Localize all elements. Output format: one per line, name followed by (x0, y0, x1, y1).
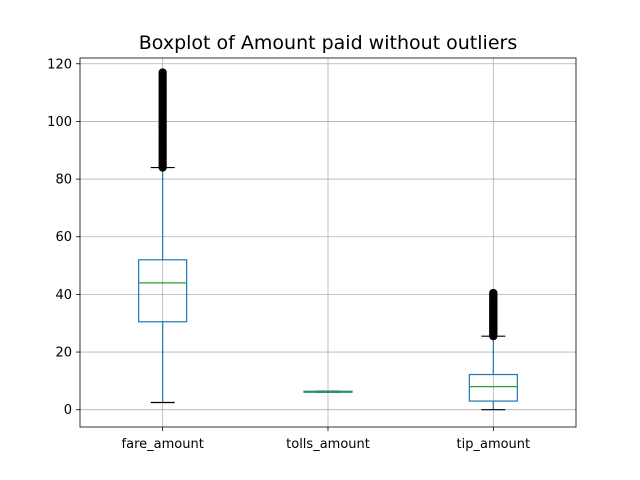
x-tick-label: tip_amount (457, 437, 531, 452)
y-tick-label: 60 (55, 230, 72, 245)
y-tick-label: 100 (47, 115, 72, 130)
y-tick-label: 40 (55, 288, 72, 303)
y-tick-label: 20 (55, 346, 72, 361)
x-tick-label: tolls_amount (286, 437, 370, 452)
y-tick-label: 80 (55, 173, 72, 188)
iqr-box (468, 373, 518, 402)
outlier-point (489, 288, 498, 298)
box-tolls_amount (303, 390, 353, 393)
grid-layer (80, 58, 576, 427)
iqr-box (138, 259, 188, 323)
y-tick-label: 0 (64, 403, 72, 418)
box-fare_amount (138, 68, 188, 404)
outlier-point (158, 68, 167, 77)
box-tip_amount (468, 288, 518, 411)
y-tick-label: 120 (47, 57, 72, 72)
chart-title: Boxplot of Amount paid without outliers (139, 32, 517, 54)
tick-layer: 0 20 40 60 80 100 120 fare_amount tolls_amount ti… (47, 57, 530, 452)
x-tick-label: fare_amount (122, 437, 204, 452)
box-layer (138, 68, 518, 411)
